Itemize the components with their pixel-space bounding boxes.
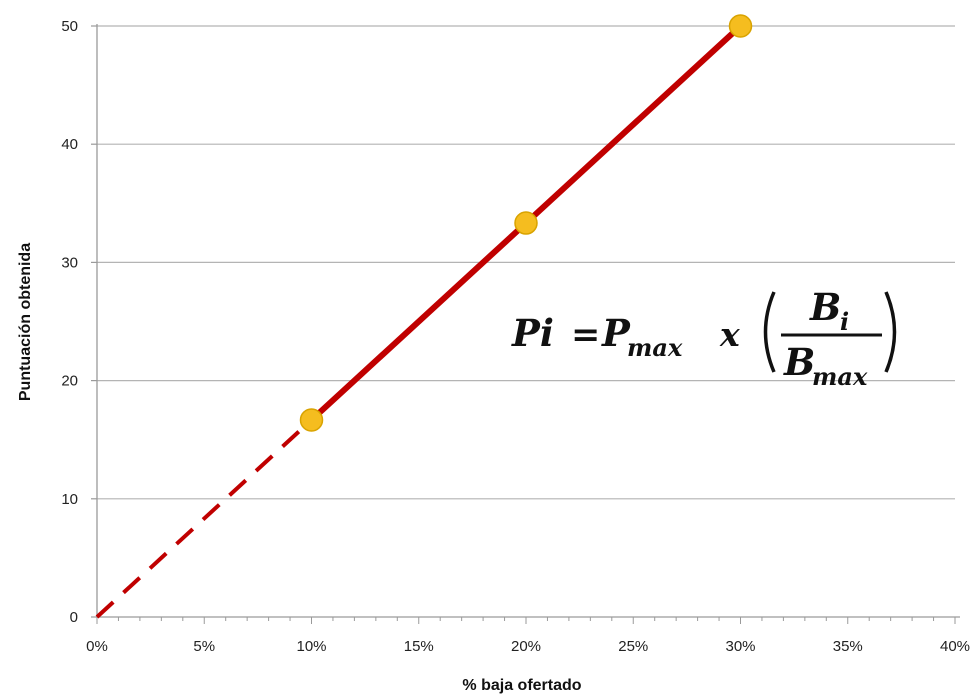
formula-left-paren: [763, 291, 776, 373]
y-tick-label: 10: [61, 491, 78, 508]
y-tick-label: 40: [61, 136, 78, 153]
series-line-dashed: [95, 418, 313, 619]
tick-labels: 0 10 20 30 40 50 0% 5% 10% 15% 20% 25% 30% 35% 40%: [61, 18, 970, 655]
formula-lhs: Pi: [511, 311, 554, 355]
formula-times: x: [719, 315, 740, 354]
x-axis-title: % baja ofertado: [462, 677, 581, 694]
formula-numerator-sub: i: [840, 307, 849, 336]
series-lines: [95, 23, 743, 619]
svg-text:Pi: Pi: [511, 311, 554, 355]
data-point: [728, 14, 753, 38]
data-points: [299, 14, 753, 432]
axes: [91, 24, 960, 624]
svg-text:B: B: [783, 340, 815, 384]
formula-p: P: [601, 311, 631, 355]
x-tick-label: 0%: [86, 638, 108, 655]
y-tick-label: 30: [61, 254, 78, 271]
svg-text:max: max: [812, 362, 868, 391]
formula-p-sub: max: [627, 333, 683, 362]
formula-right-paren: [884, 291, 897, 373]
x-tick-label: 25%: [618, 638, 648, 655]
formula-denominator: B: [783, 340, 815, 384]
x-tick-label: 40%: [940, 638, 970, 655]
svg-text:P: P: [601, 311, 631, 355]
svg-text:B: B: [809, 285, 841, 329]
y-tick-label: 0: [70, 609, 78, 626]
svg-text:x: x: [719, 315, 740, 354]
x-tick-label: 15%: [404, 638, 434, 655]
x-tick-label: 20%: [511, 638, 541, 655]
data-point: [514, 211, 538, 235]
y-axis-title: Puntuación obtenida: [17, 243, 34, 401]
formula-annotation: Pi = P max x B i B: [511, 285, 897, 391]
formula-denominator-sub: max: [812, 362, 868, 391]
svg-text:=: =: [571, 314, 600, 355]
data-point: [299, 408, 324, 432]
x-tick-label: 30%: [725, 638, 755, 655]
formula-equals: =: [571, 314, 600, 355]
x-tick-label: 5%: [193, 638, 215, 655]
y-tick-label: 20: [61, 373, 78, 390]
x-tick-label: 35%: [833, 638, 863, 655]
formula-numerator: B: [809, 285, 841, 329]
x-tick-label: 10%: [296, 638, 326, 655]
y-tick-label: 50: [61, 18, 78, 35]
svg-text:max: max: [627, 333, 683, 362]
svg-text:i: i: [840, 307, 849, 336]
gridlines: [97, 25, 955, 500]
